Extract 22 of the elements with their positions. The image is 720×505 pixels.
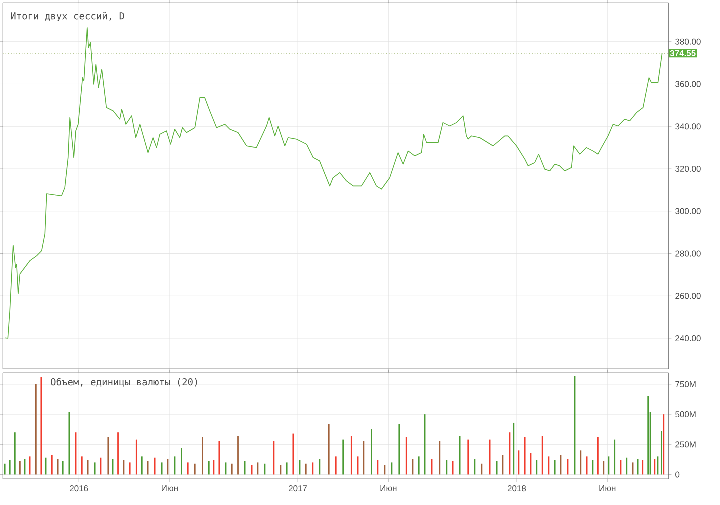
y-tick-label: 500M [676, 412, 696, 418]
y-tick-label: 240.00 [676, 336, 701, 342]
y-tick-label: 320.00 [676, 166, 701, 172]
y-tick-label: 280.00 [676, 250, 701, 257]
x-tick-label: 2018 [508, 486, 526, 492]
y-tick-label: 750M [676, 381, 696, 388]
y-tick-label: 360.00 [676, 81, 701, 88]
x-tick-label: 2017 [288, 486, 308, 492]
x-tick-label: Июн [162, 486, 178, 492]
y-tick-label: 300.00 [676, 208, 701, 214]
x-tick-label: Июн [380, 486, 397, 492]
y-tick-label: 340.00 [676, 124, 701, 130]
y-tick-label: 260.00 [676, 293, 701, 300]
ref-line-label: 374.55 [670, 50, 696, 56]
line-series [4, 27, 663, 339]
chart-title: Объем, единицы валюты (20) [51, 378, 198, 387]
y-tick-label: 250M [676, 442, 696, 448]
y-tick-label: 0 [676, 472, 680, 478]
x-tick-label: 2016 [70, 486, 88, 492]
x-tick-label: Июн [600, 486, 616, 492]
text: Итоги двух сессий, D [11, 12, 124, 22]
y-tick-label: 380.00 [676, 38, 701, 45]
